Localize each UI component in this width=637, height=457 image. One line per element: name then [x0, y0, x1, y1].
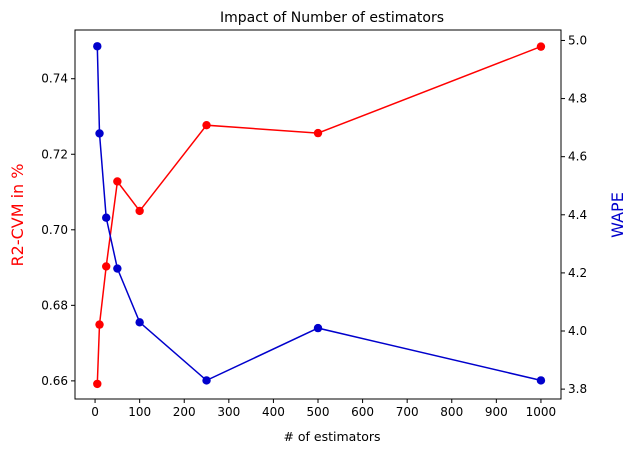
r2-cvm-point [202, 120, 211, 130]
x-tick-label: 0 [91, 405, 99, 419]
y-right-tick-label: 4.8 [568, 92, 587, 106]
x-tick-label: 900 [485, 405, 508, 419]
wape-point [102, 213, 111, 222]
x-tick-label: 400 [262, 405, 285, 419]
wape-series-line [96, 46, 542, 382]
r2-cvm-point [313, 128, 323, 138]
y-right-tick-label: 4.6 [568, 150, 587, 164]
r2-cvm-point [95, 320, 104, 329]
y-right-tick-label: 4.0 [568, 324, 587, 338]
x-axis-label: # of estimators [283, 429, 380, 444]
wape-point [95, 129, 104, 138]
y-left-tick-label: 0.70 [41, 223, 68, 237]
r2-cvm-point [93, 379, 102, 389]
x-tick-label: 1000 [526, 405, 557, 419]
wape-point [113, 264, 122, 273]
r2-cvm-point [113, 177, 122, 186]
wape-point [313, 323, 323, 333]
y-right-tick-label: 5.0 [568, 33, 587, 47]
y-axis-right-label: WAPE [608, 192, 627, 238]
x-tick-label: 300 [217, 405, 240, 419]
r2-cvm-series-line [96, 45, 542, 384]
y-right-tick-label: 3.8 [568, 382, 587, 396]
wape-point [536, 376, 546, 385]
r2-cvm-point [135, 206, 144, 216]
plot-layer: 0 100 200 300 400 500 600 700 800 900 1000 0.66 0.68… [41, 29, 587, 419]
r2-cvm-point [536, 42, 546, 51]
y-right-tick-label: 4.4 [568, 208, 587, 222]
y-axis-left-label: R2-CVM in % [8, 164, 27, 267]
x-tick-label: 500 [307, 405, 330, 419]
wape-point [93, 42, 102, 51]
r2-cvm-point [102, 262, 111, 271]
y-left-tick-label: 0.68 [41, 298, 68, 312]
y-left-tick-label: 0.74 [41, 72, 68, 86]
x-tick-label: 200 [173, 405, 196, 419]
wape-point [202, 376, 211, 385]
y-left-tick-label: 0.72 [41, 147, 68, 161]
wape-point [135, 318, 144, 327]
x-tick-label: 100 [128, 405, 151, 419]
x-tick-label: 700 [396, 405, 419, 419]
y-right-tick-label: 4.2 [568, 266, 587, 280]
plot-frame [74, 29, 562, 400]
y-left-tick-label: 0.66 [41, 374, 68, 388]
x-tick-label: 600 [351, 405, 374, 419]
x-tick-label: 800 [440, 405, 463, 419]
chart-title: Impact of Number of estimators [220, 10, 444, 26]
